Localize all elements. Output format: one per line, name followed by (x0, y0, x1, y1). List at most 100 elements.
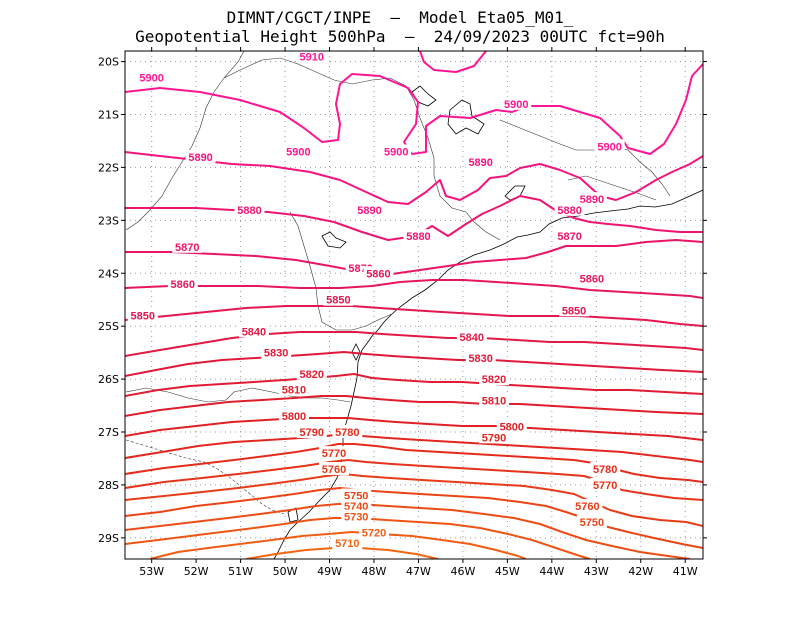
contour-label: 5890 (357, 205, 381, 217)
contour-label: 5870 (175, 242, 199, 254)
contour-label-bg (554, 229, 585, 243)
state-border (223, 57, 501, 241)
lon-tick-label: 53W (139, 565, 164, 578)
contour-label: 5860 (580, 274, 604, 286)
contour-line-5910 (419, 51, 487, 73)
contour-line-5800 (125, 417, 703, 441)
contour-label-bg (185, 149, 216, 163)
contour-label: 5780 (335, 427, 359, 439)
contour-label-bg (479, 372, 510, 386)
contour-label-bg (358, 525, 389, 539)
contour-label: 5830 (468, 353, 492, 365)
contour-label-bg (341, 488, 372, 502)
lat-tick-label: 20S (98, 56, 119, 69)
island (321, 231, 347, 249)
contour-label: 5810 (282, 385, 306, 397)
contour-label-bg (465, 350, 496, 364)
lon-tick-label: 41W (673, 565, 698, 578)
map-frame (124, 50, 704, 560)
contour-label: 5860 (171, 279, 195, 291)
contour-line-5840 (125, 331, 703, 357)
contour-label-bg (332, 536, 363, 550)
contour-label-bg (576, 514, 607, 528)
contour-label-bg (296, 366, 327, 380)
contour-label: 5900 (597, 141, 621, 153)
contour-label-bg (363, 266, 394, 280)
contour-label-bg (278, 382, 309, 396)
contour-label: 5830 (264, 348, 288, 360)
contour-label: 5820 (482, 374, 506, 386)
contour-label: 5900 (384, 147, 408, 159)
contour-label: 5900 (139, 72, 163, 84)
lon-tick-label: 50W (273, 565, 298, 578)
contour-label: 5730 (344, 512, 368, 524)
contour-line-5820 (125, 373, 703, 397)
contour-label: 5840 (242, 326, 266, 338)
coastline-and-borders (125, 51, 703, 559)
contour-label: 5860 (366, 268, 390, 280)
contour-line-5730 (125, 517, 591, 559)
contour-line-5890 (125, 151, 703, 205)
contour-line-5760 (125, 473, 703, 527)
lon-tick-label: 44W (539, 565, 564, 578)
contour-label-bg (559, 303, 590, 317)
contour-line-5880 (125, 195, 703, 241)
contour-label: 5910 (299, 51, 323, 63)
contour-label: 5770 (593, 480, 617, 492)
contour-label-bg (479, 393, 510, 407)
island (351, 343, 361, 361)
lon-tick-label: 42W (628, 565, 653, 578)
state-border (567, 149, 671, 201)
contour-line-5780 (125, 443, 703, 483)
contour-line-5860 (125, 279, 703, 299)
contour-label-bg (465, 155, 496, 169)
contour-label: 5720 (362, 528, 386, 540)
contour-label: 5810 (482, 395, 506, 407)
lon-tick-label: 45W (495, 565, 520, 578)
contour-label-bg (172, 239, 203, 253)
contour-label-bg (323, 292, 354, 306)
contour-label-bg (278, 409, 309, 423)
contour-line-5720 (149, 531, 527, 559)
lat-tick-label: 21S (98, 109, 119, 122)
contour-label-bg (296, 51, 327, 63)
contour-label-bg (576, 271, 607, 285)
contour-line-5850 (125, 305, 703, 327)
contour-label: 5790 (482, 432, 506, 444)
contour-label-bg (456, 329, 487, 343)
contour-label-bg (554, 202, 585, 216)
contour-line-5790 (125, 433, 703, 463)
contour-label-bg (403, 229, 434, 243)
lat-tick-label: 23S (98, 214, 119, 227)
contour-label: 5880 (557, 205, 581, 217)
contour-label: 5760 (575, 501, 599, 513)
contour-label-bg (572, 499, 603, 513)
contour-label: 5870 (557, 231, 581, 243)
contour-label-bg (238, 324, 269, 338)
contour-label-bg (590, 462, 621, 476)
contour-label-bg (501, 96, 532, 110)
lon-tick-label: 49W (317, 565, 342, 578)
contour-label-bg (296, 425, 327, 438)
contour-labels: 5910 5900 5900 5900 5900 5900 5890 5890 5890 5890… (127, 51, 625, 550)
contour-label: 5840 (460, 332, 484, 344)
contour-label: 5820 (299, 369, 323, 381)
lon-tick-label: 43W (584, 565, 609, 578)
lon-tick-label: 52W (184, 565, 209, 578)
contour-label-bg (332, 425, 363, 438)
lon-tick-label: 46W (450, 565, 475, 578)
contour-line-5740 (125, 503, 691, 559)
contour-line-5830 (125, 351, 703, 377)
contour-label: 5880 (237, 205, 261, 217)
lat-tick-label: 24S (98, 267, 119, 280)
contour-label: 5900 (504, 99, 528, 111)
island (504, 185, 526, 201)
contour-label: 5790 (299, 427, 323, 439)
contour-label-bg (318, 462, 349, 476)
coastline (273, 189, 703, 559)
state-border (125, 387, 351, 403)
contour-label-bg (234, 202, 265, 216)
contour-line-5750 (125, 487, 703, 549)
contour-label-bg (381, 144, 412, 158)
contour-label-bg (594, 139, 625, 153)
